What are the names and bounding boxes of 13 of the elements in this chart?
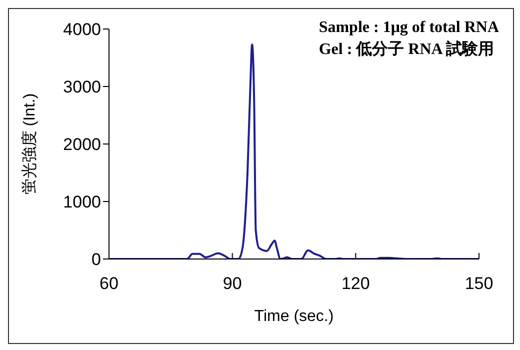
annotation: Sample : 1μg of total RNA <box>318 18 499 38</box>
y-axis-title: 蛍光強度 (Int.) <box>20 93 39 195</box>
y-tick-label: 1000 <box>63 192 101 212</box>
x-tick-label: 150 <box>464 274 494 294</box>
x-tick-label: 90 <box>222 274 242 294</box>
y-tick-label: 3000 <box>63 78 101 97</box>
y-tick-label: 0 <box>92 250 101 270</box>
y-tick-label: 2000 <box>63 135 101 154</box>
y-tick-label: 4000 <box>63 20 101 40</box>
x-tick-label: 60 <box>100 274 118 294</box>
x-axis-title: Time (sec.) <box>254 308 334 325</box>
x-tick-label: 120 <box>341 274 370 294</box>
annotation: Gel : 低分子 RNA 試験用 <box>318 39 495 60</box>
